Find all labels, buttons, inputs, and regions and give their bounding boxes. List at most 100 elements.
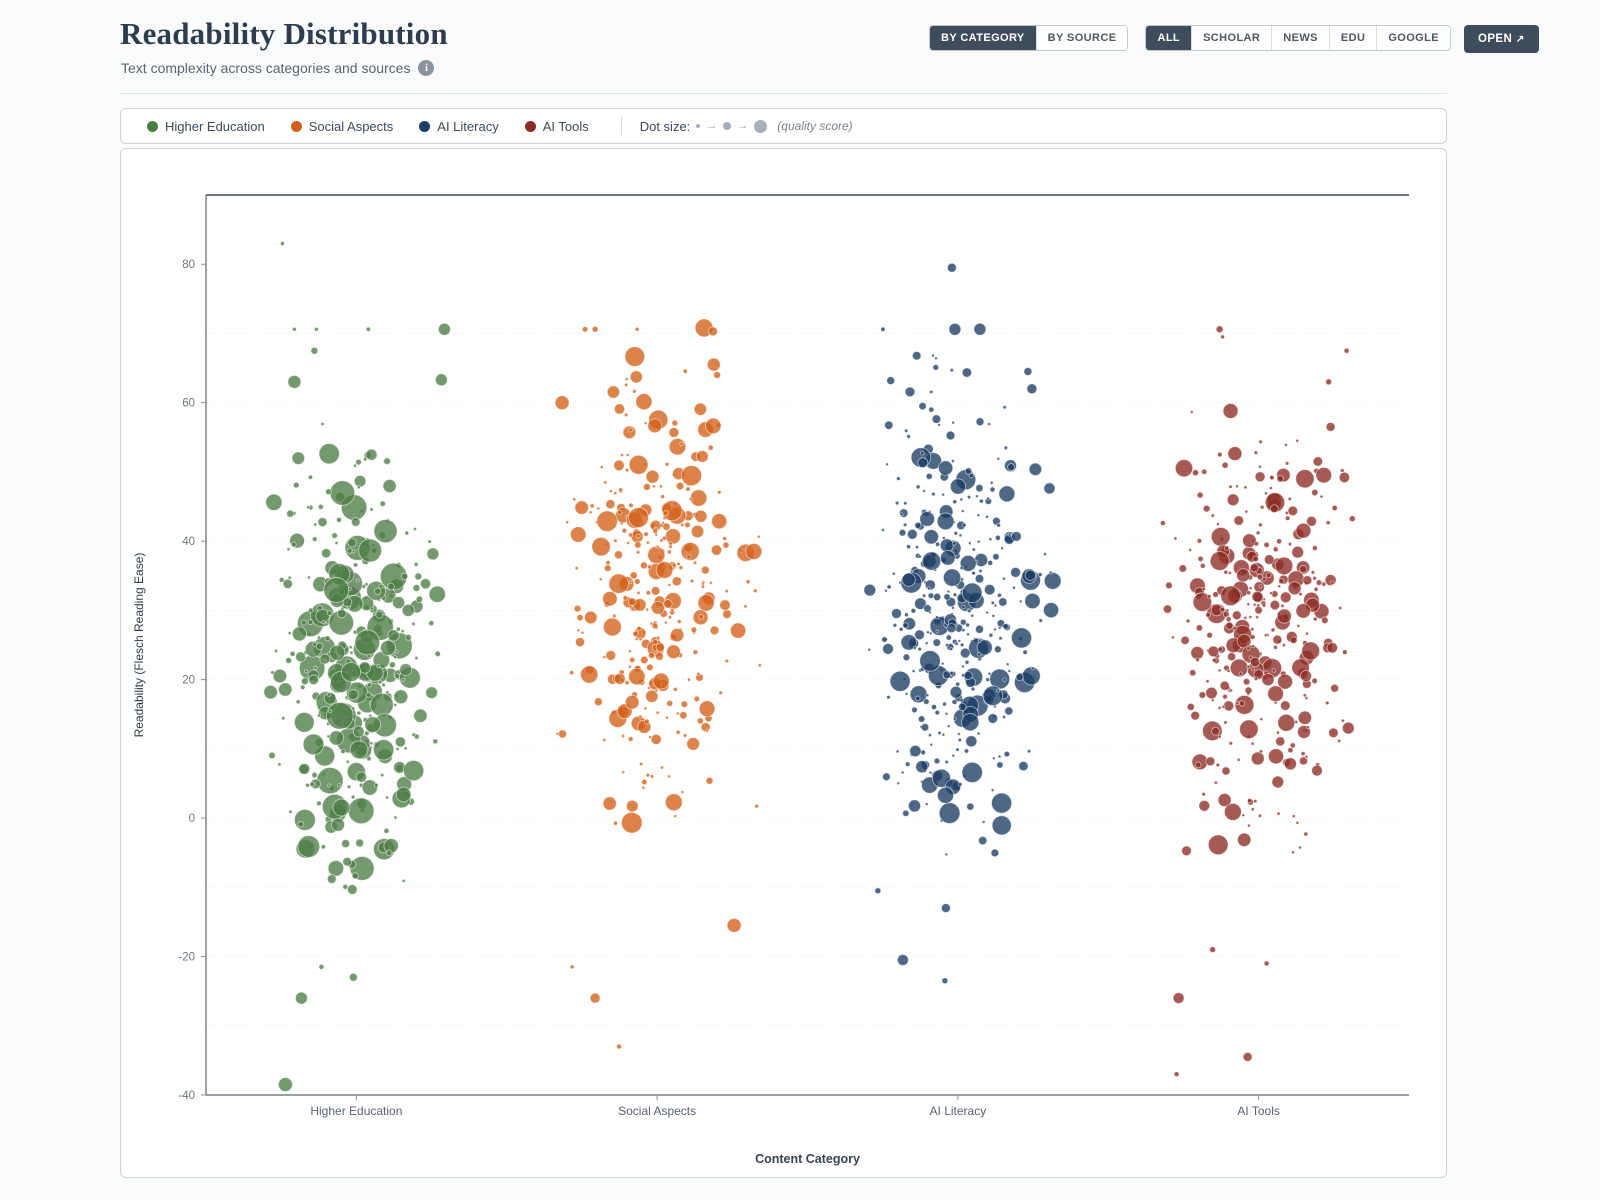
data-point[interactable] (1201, 586, 1206, 592)
data-point[interactable] (942, 568, 962, 587)
data-point[interactable] (294, 991, 308, 1005)
filter-all[interactable]: ALL (1146, 26, 1192, 50)
data-point[interactable] (642, 483, 651, 491)
data-point[interactable] (951, 753, 956, 758)
data-point[interactable] (1224, 545, 1230, 551)
data-point[interactable] (965, 735, 978, 748)
data-point[interactable] (680, 790, 685, 794)
data-point[interactable] (656, 635, 661, 641)
data-point[interactable] (319, 653, 331, 665)
data-point[interactable] (1002, 623, 1009, 630)
data-point[interactable] (1287, 747, 1294, 754)
data-point[interactable] (321, 548, 332, 559)
data-point[interactable] (1287, 581, 1302, 596)
data-point[interactable] (950, 459, 955, 464)
data-point[interactable] (383, 827, 390, 834)
data-point[interactable] (393, 815, 398, 820)
data-point[interactable] (404, 530, 410, 536)
data-point[interactable] (994, 534, 1001, 541)
data-point[interactable] (679, 441, 684, 446)
data-point[interactable] (915, 760, 929, 774)
data-point[interactable] (1305, 631, 1310, 636)
data-point[interactable] (356, 485, 361, 490)
data-point[interactable] (900, 634, 918, 651)
data-point[interactable] (1236, 757, 1241, 762)
data-point[interactable] (307, 474, 314, 480)
data-point[interactable] (722, 609, 732, 619)
data-point[interactable] (287, 575, 292, 580)
legend-item-higher-education[interactable]: Higher Education (147, 119, 265, 134)
data-point[interactable] (945, 430, 956, 441)
data-point[interactable] (1221, 766, 1231, 776)
data-point[interactable] (649, 774, 655, 779)
data-point[interactable] (340, 748, 346, 755)
data-point[interactable] (1231, 610, 1242, 621)
data-point[interactable] (1018, 760, 1029, 772)
data-point[interactable] (704, 417, 722, 435)
data-point[interactable] (648, 735, 653, 740)
data-point[interactable] (901, 572, 916, 587)
data-point[interactable] (884, 420, 894, 430)
data-point[interactable] (318, 963, 325, 970)
data-point[interactable] (1186, 702, 1195, 711)
data-point[interactable] (641, 785, 646, 790)
data-point[interactable] (1246, 590, 1252, 596)
data-point[interactable] (602, 590, 618, 607)
data-point[interactable] (645, 607, 650, 612)
data-point[interactable] (382, 478, 397, 494)
data-point[interactable] (1242, 1051, 1253, 1062)
data-point[interactable] (434, 373, 448, 387)
data-point[interactable] (951, 605, 955, 610)
data-point[interactable] (624, 346, 646, 367)
data-point[interactable] (419, 578, 432, 590)
data-point[interactable] (986, 496, 990, 501)
data-point[interactable] (282, 578, 293, 590)
data-point[interactable] (1303, 831, 1309, 837)
data-point[interactable] (352, 725, 365, 738)
data-point[interactable] (1007, 463, 1016, 472)
data-point[interactable] (1257, 464, 1262, 469)
data-point[interactable] (1251, 666, 1255, 671)
data-point[interactable] (957, 781, 963, 787)
data-point[interactable] (1242, 533, 1257, 548)
data-point[interactable] (996, 592, 1003, 598)
data-point[interactable] (934, 541, 941, 547)
data-point[interactable] (411, 621, 416, 627)
data-point[interactable] (378, 583, 384, 589)
data-point[interactable] (307, 619, 314, 626)
data-point[interactable] (302, 733, 325, 756)
data-point[interactable] (1271, 775, 1285, 789)
data-point[interactable] (364, 716, 382, 733)
data-point[interactable] (346, 884, 358, 895)
data-point[interactable] (669, 627, 685, 643)
data-point[interactable] (413, 561, 419, 567)
data-point[interactable] (645, 540, 650, 545)
data-point[interactable] (655, 561, 674, 579)
data-point[interactable] (925, 472, 933, 480)
data-point[interactable] (655, 710, 660, 715)
data-point[interactable] (593, 697, 603, 707)
data-point[interactable] (289, 650, 296, 657)
data-point[interactable] (1330, 683, 1340, 693)
data-point[interactable] (991, 613, 996, 618)
legend-item-social-aspects[interactable]: Social Aspects (290, 119, 393, 134)
data-point[interactable] (1219, 680, 1230, 691)
data-point[interactable] (1217, 451, 1223, 458)
data-point[interactable] (1280, 700, 1291, 711)
data-point[interactable] (618, 487, 624, 493)
data-point[interactable] (719, 599, 731, 611)
data-point[interactable] (358, 538, 383, 563)
data-point[interactable] (652, 528, 659, 535)
data-point[interactable] (929, 389, 934, 395)
data-point[interactable] (924, 802, 929, 806)
data-point[interactable] (1022, 649, 1028, 656)
data-point[interactable] (411, 732, 417, 738)
data-point[interactable] (667, 583, 672, 587)
data-point[interactable] (605, 650, 617, 661)
data-point[interactable] (1338, 471, 1351, 484)
data-point[interactable] (1258, 584, 1263, 589)
data-point[interactable] (627, 649, 632, 654)
data-point[interactable] (426, 547, 440, 561)
data-point[interactable] (1223, 569, 1229, 575)
data-point[interactable] (1199, 562, 1206, 569)
